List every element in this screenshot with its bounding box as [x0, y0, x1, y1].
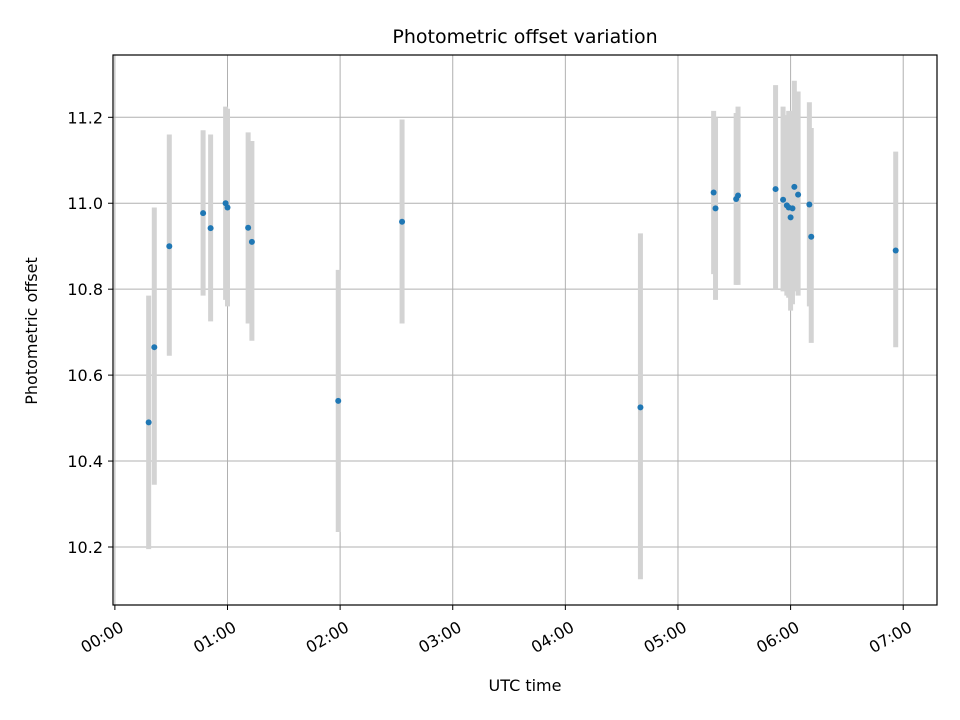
data-point: [791, 183, 798, 190]
data-point: [151, 344, 158, 351]
data-point: [637, 404, 644, 411]
data-point: [735, 192, 742, 199]
data-point: [787, 214, 794, 221]
x-axis-label: UTC time: [489, 676, 562, 695]
data-point: [224, 204, 231, 211]
plot-frame: [112, 54, 938, 606]
y-tick-label: 11.0: [67, 194, 103, 213]
data-point: [789, 205, 796, 212]
data-point: [399, 218, 406, 225]
data-point: [772, 186, 779, 193]
chart-title: Photometric offset variation: [392, 26, 657, 48]
data-point: [145, 419, 152, 426]
y-tick-label: 10.8: [67, 280, 103, 299]
data-point: [207, 225, 214, 232]
data-point: [806, 201, 813, 208]
data-point: [795, 191, 802, 198]
data-point: [892, 247, 899, 254]
data-point: [712, 205, 719, 212]
data-point: [166, 243, 173, 250]
y-tick-label: 10.6: [67, 366, 103, 385]
data-point: [335, 397, 342, 404]
y-axis-label: Photometric offset: [22, 257, 41, 405]
data-point: [808, 233, 815, 240]
data-point: [780, 196, 787, 203]
y-tick-label: 11.2: [67, 108, 103, 127]
point-layer: [145, 183, 899, 426]
y-tick-label: 10.2: [67, 538, 103, 557]
data-point: [245, 224, 252, 231]
data-point: [710, 189, 717, 196]
y-axis-ticks: 10.2 10.4 10.6 10.8 11.0 11.2: [67, 108, 113, 557]
data-point: [248, 238, 255, 245]
data-point: [200, 210, 207, 217]
y-tick-label: 10.4: [67, 452, 103, 471]
